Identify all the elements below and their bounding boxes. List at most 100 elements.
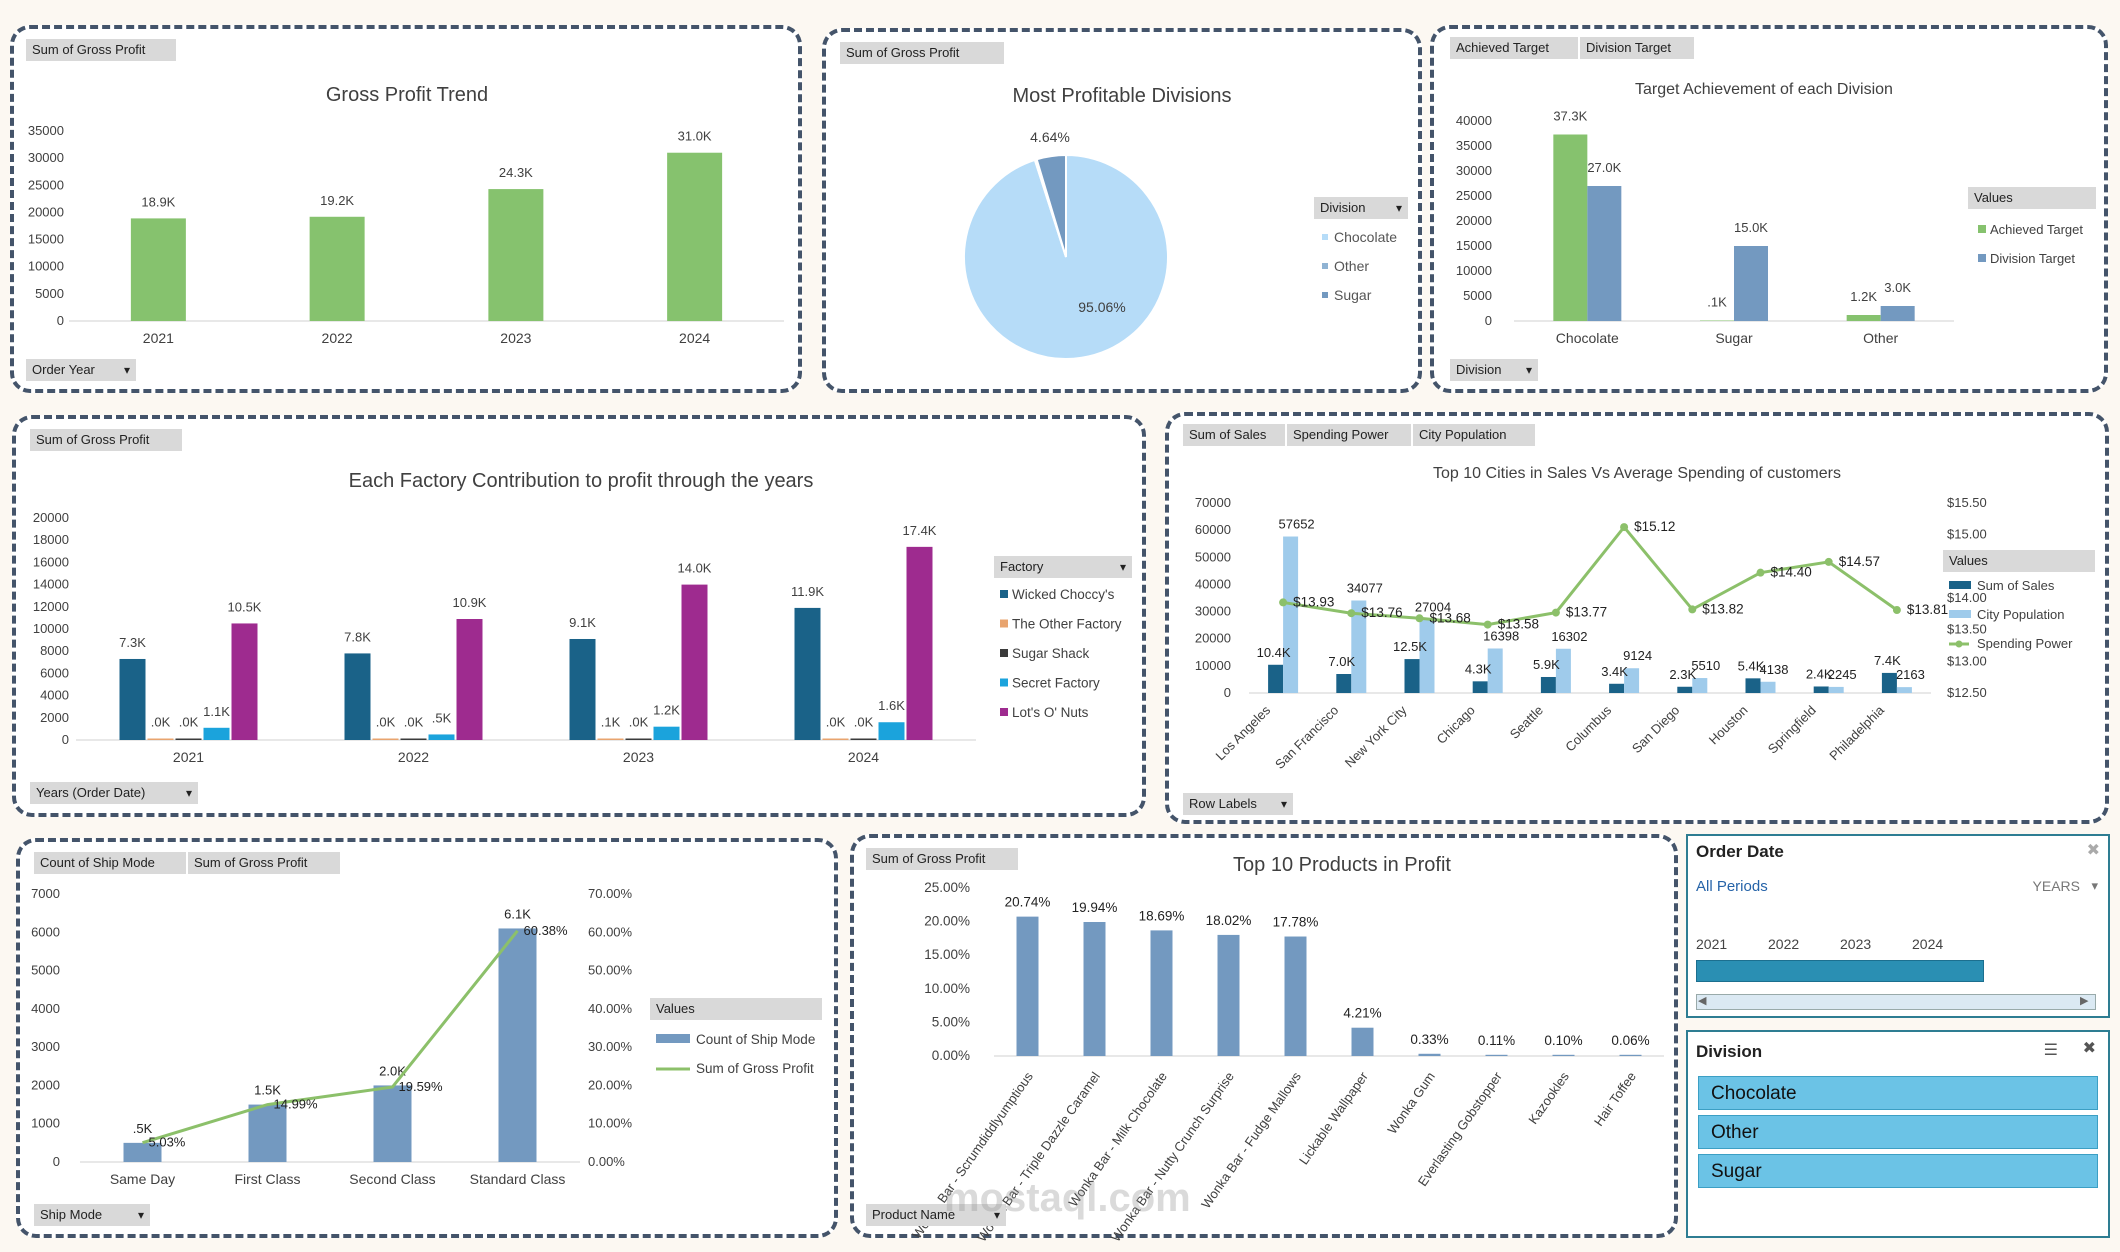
field-button-spending-power[interactable]: Spending Power bbox=[1287, 424, 1411, 446]
timeline-year-2022[interactable]: 2022 bbox=[1768, 936, 1800, 952]
field-button-gross-profit[interactable]: Sum of Gross Profit bbox=[188, 852, 340, 874]
data-label: .0K bbox=[629, 715, 649, 730]
bar bbox=[1813, 686, 1829, 693]
y-tick-label: 10000 bbox=[33, 621, 69, 636]
timeline-year-2024[interactable]: 2024 bbox=[1912, 936, 1944, 952]
legend-item: Division Target bbox=[1990, 251, 2075, 266]
ship-mode-panel: 0 1000 2000 3000 4000 5000 6000 7000 0.00% 10.00%… bbox=[16, 838, 838, 1238]
bar bbox=[175, 738, 202, 740]
timeline-year-2021[interactable]: 2021 bbox=[1696, 936, 1728, 952]
y-tick-label: 40000 bbox=[1456, 113, 1492, 128]
field-button-gross-profit[interactable]: Sum of Gross Profit bbox=[866, 848, 1018, 870]
division-filter-button[interactable]: Division bbox=[1450, 359, 1538, 381]
division-item-other[interactable]: Other bbox=[1698, 1115, 2098, 1149]
line-point bbox=[1620, 523, 1629, 532]
pie-slice bbox=[1035, 153, 1067, 258]
x-tick-label: New York City bbox=[1342, 702, 1410, 770]
bar bbox=[1880, 306, 1915, 321]
bar bbox=[231, 623, 258, 740]
years-filter-button[interactable]: Years (Order Date) bbox=[30, 782, 198, 804]
order-date-timeline-slicer[interactable]: Order Date ✖ All Periods YEARS ▾ 2021 20… bbox=[1686, 834, 2110, 1018]
x-tick-label: Los Angeles bbox=[1213, 702, 1274, 763]
field-button-gross-profit[interactable]: Sum of Gross Profit bbox=[840, 42, 1004, 64]
timeline-selection-bar[interactable] bbox=[1696, 960, 1984, 982]
product-name-filter-button[interactable]: Product Name bbox=[866, 1204, 1006, 1226]
bar bbox=[248, 1104, 287, 1162]
field-button-gross-profit[interactable]: Sum of Gross Profit bbox=[26, 39, 176, 61]
bar bbox=[906, 546, 933, 740]
values-legend-button[interactable]: Values bbox=[1943, 550, 2095, 572]
x-tick-label: Columbus bbox=[1562, 702, 1614, 754]
y-tick-label: 30000 bbox=[1456, 163, 1492, 178]
y-tick-label: 0 bbox=[57, 313, 64, 328]
bar bbox=[1150, 930, 1173, 1056]
bar bbox=[1828, 686, 1844, 693]
data-label: 14.0K bbox=[678, 561, 712, 576]
chevron-down-icon[interactable]: ▾ bbox=[2091, 878, 2098, 893]
field-button-gross-profit[interactable]: Sum of Gross Profit bbox=[30, 429, 182, 451]
x-tick-label: 2022 bbox=[398, 749, 429, 765]
y2-tick-label: $12.50 bbox=[1947, 685, 1987, 700]
y2-tick-label: 50.00% bbox=[588, 963, 633, 978]
field-button-sum-of-sales[interactable]: Sum of Sales bbox=[1183, 424, 1285, 446]
bar bbox=[372, 738, 399, 740]
values-legend-button[interactable]: Values bbox=[650, 998, 822, 1020]
data-label: .1K bbox=[1707, 295, 1727, 310]
multi-select-icon[interactable]: ☰ bbox=[2043, 1042, 2058, 1059]
data-label: 27.0K bbox=[1587, 160, 1621, 175]
division-item-chocolate[interactable]: Chocolate bbox=[1698, 1076, 2098, 1110]
y-tick-label: 10000 bbox=[1456, 263, 1492, 278]
ship-mode-filter-button[interactable]: Ship Mode bbox=[34, 1204, 150, 1226]
legend-item: The Other Factory bbox=[1012, 617, 1122, 632]
y2-tick-label: $13.00 bbox=[1947, 653, 1987, 668]
division-legend-filter-button[interactable]: Division bbox=[1314, 197, 1408, 219]
y-tick-label: 8000 bbox=[40, 643, 69, 658]
top-cities-panel: Top 10 Cities in Sales Vs Average Spendi… bbox=[1165, 412, 2109, 824]
row-labels-filter-button[interactable]: Row Labels bbox=[1183, 793, 1293, 815]
x-tick-label: Other bbox=[1863, 330, 1898, 346]
x-tick-label: Seattle bbox=[1507, 703, 1546, 742]
data-label: $13.77 bbox=[1566, 605, 1607, 620]
bar bbox=[1846, 315, 1881, 321]
legend-item: Count of Ship Mode bbox=[696, 1032, 815, 1047]
profitable-divisions-chart: Most Profitable Divisions 95.06% 4.64% Choc… bbox=[963, 85, 1397, 360]
data-label: 5.9K bbox=[1533, 657, 1560, 672]
scroll-right-icon[interactable]: ▶ bbox=[2080, 995, 2089, 1007]
legend-swatch bbox=[1000, 619, 1008, 628]
y-tick-label: 35000 bbox=[28, 123, 64, 138]
bar bbox=[1404, 659, 1420, 693]
bar bbox=[1555, 648, 1571, 693]
x-tick-label: San Francisco bbox=[1272, 703, 1341, 772]
field-button-achieved-target[interactable]: Achieved Target bbox=[1450, 37, 1578, 59]
timeline-scrollbar[interactable] bbox=[1696, 994, 2096, 1010]
field-button-city-population[interactable]: City Population bbox=[1413, 424, 1535, 446]
timeline-year-2023[interactable]: 2023 bbox=[1840, 936, 1872, 952]
data-label: 27004 bbox=[1415, 600, 1451, 615]
bar bbox=[1016, 916, 1039, 1056]
data-label: .0K bbox=[854, 715, 874, 730]
clear-filter-icon[interactable]: ✖ bbox=[2086, 842, 2100, 859]
factory-legend-filter-button[interactable]: Factory bbox=[994, 556, 1132, 578]
data-label: 1.1K bbox=[203, 704, 230, 719]
bar bbox=[1692, 678, 1708, 693]
order-year-filter-button[interactable]: Order Year bbox=[26, 359, 136, 381]
data-label: 17.78% bbox=[1273, 915, 1319, 930]
values-legend-button[interactable]: Values bbox=[1968, 187, 2096, 209]
bar bbox=[625, 738, 652, 740]
field-button-division-target[interactable]: Division Target bbox=[1580, 37, 1694, 59]
scroll-left-icon[interactable]: ◀ bbox=[1698, 995, 1707, 1007]
field-button-count-of-ship-mode[interactable]: Count of Ship Mode bbox=[34, 852, 186, 874]
data-label: .0K bbox=[179, 715, 199, 730]
timeline-level-selector[interactable]: YEARS bbox=[2032, 878, 2080, 894]
bar bbox=[1284, 936, 1307, 1056]
division-item-sugar[interactable]: Sugar bbox=[1698, 1154, 2098, 1188]
y2-tick-label: $15.00 bbox=[1947, 527, 1987, 542]
data-label: 10.5K bbox=[228, 599, 262, 614]
bar bbox=[373, 1085, 412, 1162]
division-slicer[interactable]: Division ☰ ✖ Chocolate Other Sugar bbox=[1686, 1030, 2110, 1238]
clear-filter-icon[interactable]: ✖ bbox=[2082, 1040, 2096, 1057]
data-label: 0.06% bbox=[1611, 1033, 1649, 1048]
y-tick-label: 5.00% bbox=[932, 1014, 970, 1029]
data-label: 4138 bbox=[1760, 662, 1789, 677]
x-tick-label: Hair Toffee bbox=[1591, 1069, 1639, 1129]
